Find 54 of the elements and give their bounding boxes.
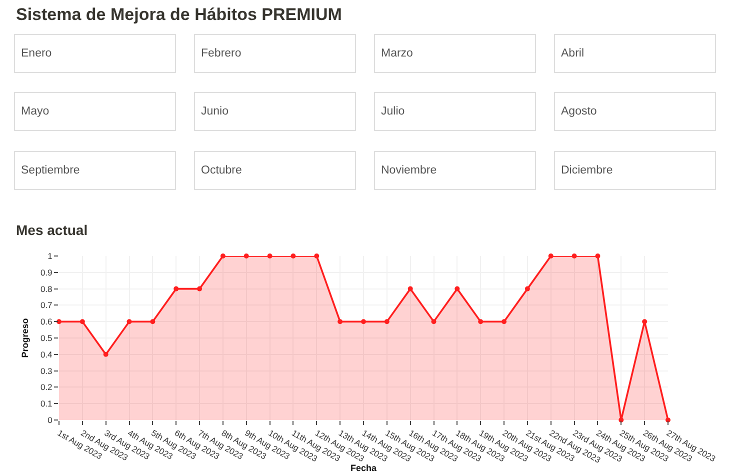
y-tick-label: 0.4 — [40, 349, 53, 360]
text: Mayo — [21, 106, 50, 118]
text: Agosto — [561, 106, 597, 118]
y-tick-label: 0.2 — [40, 382, 53, 392]
text: Abril — [561, 48, 584, 60]
point — [80, 319, 85, 324]
text: Sistema de Mejora de Hábitos PREMIUM — [16, 5, 342, 24]
point — [103, 352, 108, 357]
point — [595, 254, 600, 258]
point — [408, 286, 413, 292]
text: Junio — [201, 106, 228, 118]
text: Febrero — [201, 48, 242, 60]
point — [431, 319, 436, 324]
y-tick-label: 0.3 — [40, 366, 53, 376]
text: Enero — [21, 48, 52, 60]
y-tick-label: 0.7 — [40, 300, 53, 310]
text: Noviembre — [381, 164, 437, 176]
y-tick-label: 0.6 — [40, 316, 53, 327]
point — [290, 254, 296, 258]
text: Septiembre — [21, 164, 80, 176]
point — [618, 418, 624, 422]
point — [267, 254, 272, 258]
point — [502, 319, 507, 324]
point — [572, 254, 577, 258]
point — [56, 319, 62, 324]
point — [314, 254, 320, 258]
point — [478, 319, 484, 324]
point — [126, 319, 132, 324]
text: Octubre — [201, 164, 242, 176]
point — [244, 254, 249, 258]
text: Marzo — [381, 48, 413, 60]
point — [454, 286, 460, 292]
text: Diciembre — [561, 164, 613, 176]
point — [361, 319, 366, 324]
point — [197, 286, 202, 292]
y-axis-title: Progreso — [20, 318, 30, 358]
x-axis-title: Fecha — [350, 463, 378, 473]
y-tick-label: 1 — [48, 250, 53, 261]
y-tick-label: 0.9 — [40, 267, 53, 278]
point — [384, 319, 390, 324]
point — [338, 319, 343, 324]
point — [524, 286, 530, 292]
text: Julio — [381, 106, 405, 118]
point — [174, 286, 179, 292]
y-tick-label: 0 — [48, 414, 53, 425]
y-tick-label: 0.5 — [40, 332, 53, 343]
point — [548, 254, 554, 258]
point — [666, 418, 670, 422]
point — [642, 319, 648, 324]
chart-title: Mes actual — [16, 222, 88, 238]
y-tick-label: 0.8 — [40, 284, 53, 294]
y-tick-label: 0.1 — [40, 398, 53, 409]
point — [150, 319, 156, 324]
point — [220, 254, 226, 258]
